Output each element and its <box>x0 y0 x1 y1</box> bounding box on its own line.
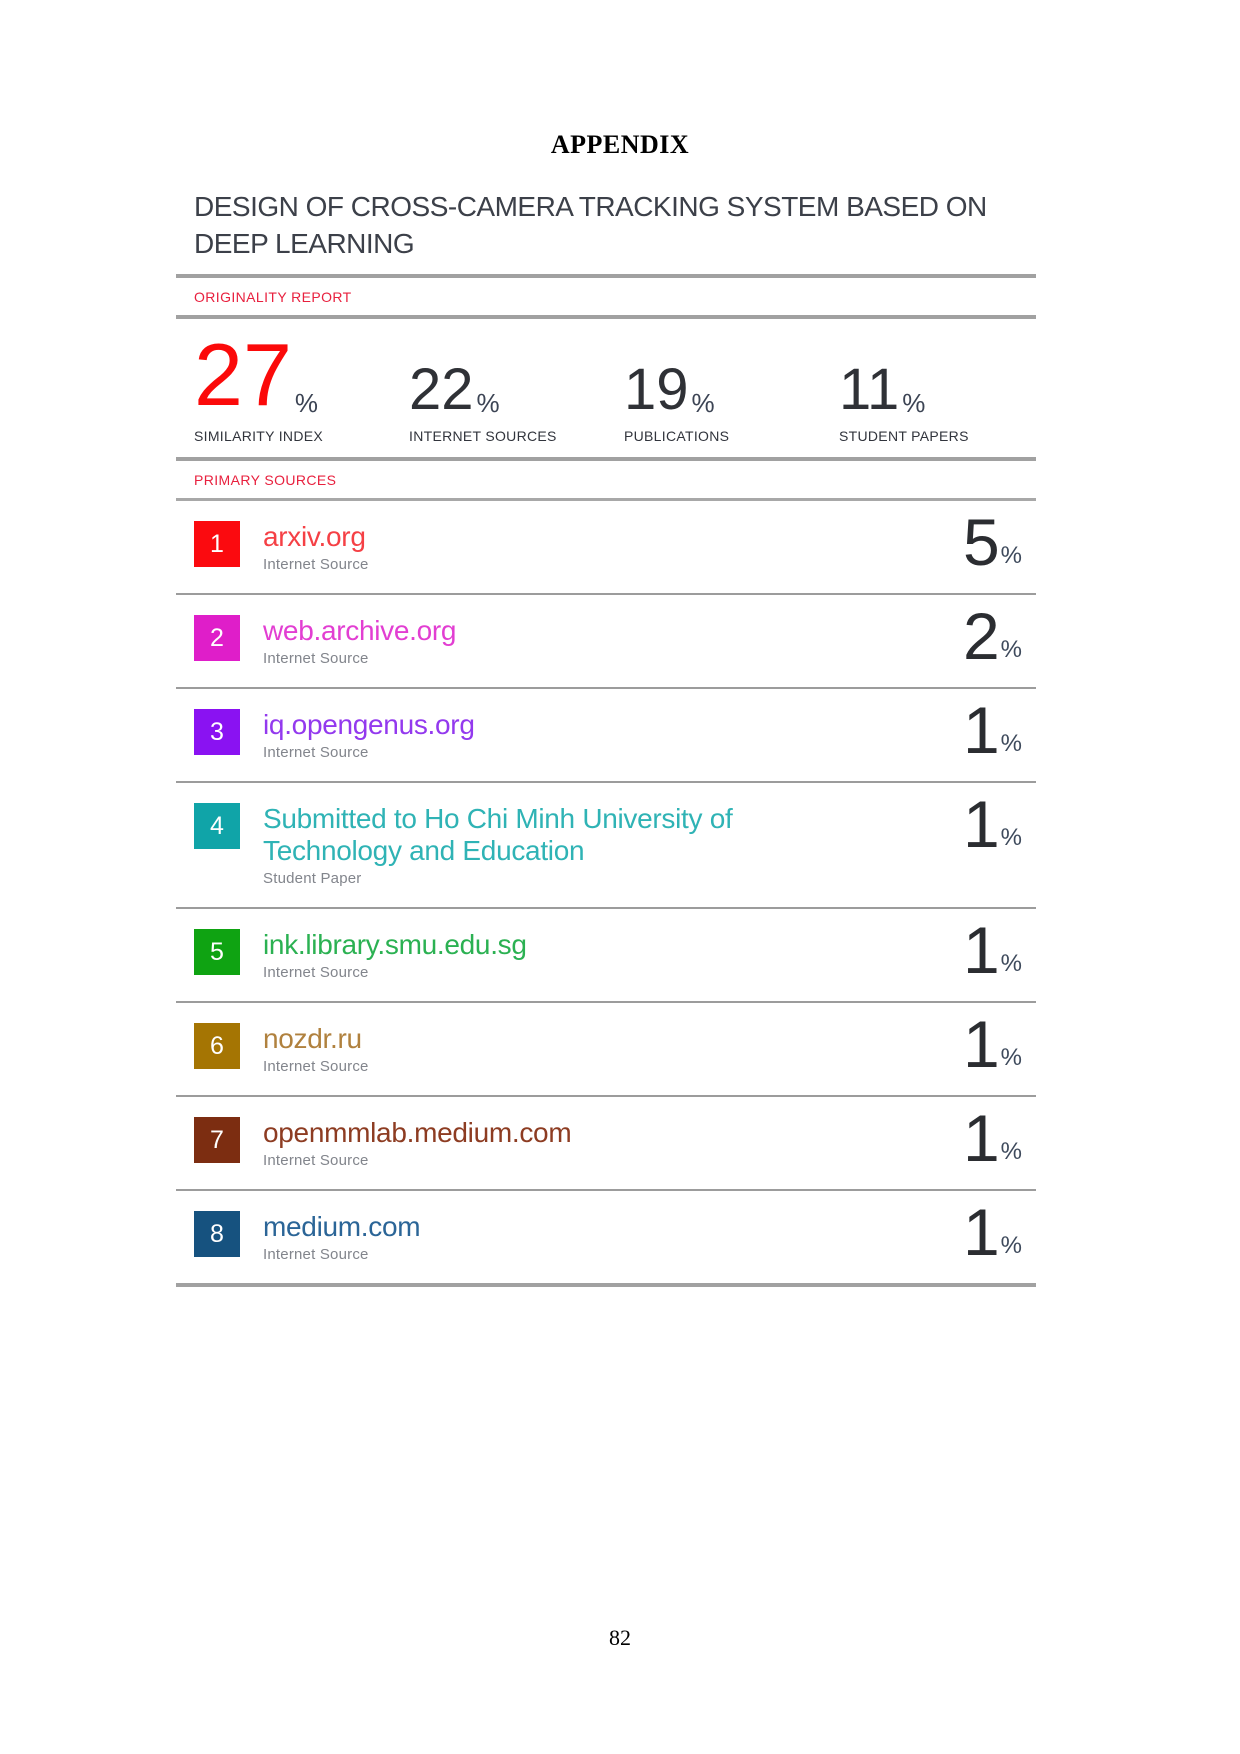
stat-value: 19 <box>624 357 689 422</box>
source-percent: 1 % <box>962 693 1022 767</box>
stat-percent-sign: % <box>476 388 500 418</box>
source-percent-value: 1 <box>962 787 1000 861</box>
originality-report: DESIGN OF CROSS-CAMERA TRACKING SYSTEM B… <box>176 188 1036 1287</box>
source-percent-value: 1 <box>962 693 1000 767</box>
source-percent-sign: % <box>1000 1138 1022 1165</box>
stat-value-row: 27 % <box>194 331 391 419</box>
source-number-badge: 8 <box>194 1211 240 1257</box>
source-row: 4 Submitted to Ho Chi Minh University of… <box>176 783 1036 909</box>
source-type-label: Internet Source <box>263 1246 369 1263</box>
source-name: web.archive.org <box>263 615 457 646</box>
source-percent-sign: % <box>1000 1232 1022 1259</box>
source-name: Submitted to Ho Chi Minh University of T… <box>263 803 733 866</box>
report-document-title: DESIGN OF CROSS-CAMERA TRACKING SYSTEM B… <box>194 191 987 259</box>
stat-value: 11 <box>839 357 900 422</box>
source-number-badge: 6 <box>194 1023 240 1069</box>
source-info: nozdr.ru Internet Source <box>263 1023 1036 1076</box>
stat-value-row: 11 % <box>839 335 1036 419</box>
stat-label: STUDENT PAPERS <box>839 428 969 444</box>
source-info: openmmlab.medium.com Internet Source <box>263 1117 1036 1170</box>
source-number-badge: 7 <box>194 1117 240 1163</box>
source-percent: 1 % <box>962 1101 1022 1175</box>
source-row: 3 iq.opengenus.org Internet Source 1 % <box>176 689 1036 783</box>
source-type-label: Internet Source <box>263 556 369 573</box>
source-percent-value: 1 <box>962 913 1000 987</box>
source-info: Submitted to Ho Chi Minh University of T… <box>263 803 1036 888</box>
stat-value-row: 22 % <box>409 335 606 419</box>
stats-row: 27 % SIMILARITY INDEX 22 % INTERNET SOUR… <box>176 319 1036 457</box>
source-number-badge: 2 <box>194 615 240 661</box>
section-label-primary-sources: PRIMARY SOURCES <box>194 472 337 488</box>
source-info: arxiv.org Internet Source <box>263 521 1036 574</box>
source-type-label: Internet Source <box>263 1152 369 1169</box>
appendix-heading: APPENDIX <box>550 130 690 159</box>
source-number-badge: 5 <box>194 929 240 975</box>
source-name: nozdr.ru <box>263 1023 362 1054</box>
source-row: 1 arxiv.org Internet Source 5 % <box>176 501 1036 595</box>
section-divider <box>176 274 1036 278</box>
source-info: web.archive.org Internet Source <box>263 615 1036 668</box>
sources-list: 1 arxiv.org Internet Source 5 % 2 web.ar… <box>176 501 1036 1283</box>
source-type-label: Internet Source <box>263 744 369 761</box>
source-number-badge: 4 <box>194 803 240 849</box>
source-name: medium.com <box>263 1211 421 1242</box>
source-percent-sign: % <box>1000 730 1022 757</box>
stat-percent-sign: % <box>691 388 715 418</box>
stat-percent-sign: % <box>902 388 926 418</box>
source-info: medium.com Internet Source <box>263 1211 1036 1264</box>
stat-label: INTERNET SOURCES <box>409 428 557 444</box>
source-percent: 1 % <box>962 787 1022 861</box>
source-percent-sign: % <box>1000 824 1022 851</box>
stat-column: 22 % INTERNET SOURCES <box>391 335 606 445</box>
source-percent-value: 1 <box>962 1007 1000 1081</box>
source-percent-value: 1 <box>962 1101 1000 1175</box>
source-name: iq.opengenus.org <box>263 709 475 740</box>
source-percent: 1 % <box>962 913 1022 987</box>
source-row: 8 medium.com Internet Source 1 % <box>176 1191 1036 1283</box>
source-type-label: Internet Source <box>263 1058 369 1075</box>
source-name: openmmlab.medium.com <box>263 1117 572 1148</box>
section-divider <box>176 457 1036 461</box>
stat-label: PUBLICATIONS <box>624 428 730 444</box>
section-divider <box>176 498 1036 501</box>
source-percent-value: 5 <box>962 505 1000 579</box>
source-type-label: Student Paper <box>263 870 362 887</box>
source-percent-sign: % <box>1000 542 1022 569</box>
section-divider <box>176 315 1036 319</box>
source-row: 5 ink.library.smu.edu.sg Internet Source… <box>176 909 1036 1003</box>
source-info: ink.library.smu.edu.sg Internet Source <box>263 929 1036 982</box>
source-name: arxiv.org <box>263 521 366 552</box>
section-divider-bottom <box>176 1283 1036 1287</box>
source-type-label: Internet Source <box>263 650 369 667</box>
source-info: iq.opengenus.org Internet Source <box>263 709 1036 762</box>
source-percent-value: 1 <box>962 1195 1000 1269</box>
source-row: 7 openmmlab.medium.com Internet Source 1… <box>176 1097 1036 1191</box>
stat-column: 11 % STUDENT PAPERS <box>821 335 1036 445</box>
source-row: 2 web.archive.org Internet Source 2 % <box>176 595 1036 689</box>
source-type-label: Internet Source <box>263 964 369 981</box>
source-row: 6 nozdr.ru Internet Source 1 % <box>176 1003 1036 1097</box>
source-number-badge: 3 <box>194 709 240 755</box>
stat-value-row: 19 % <box>624 335 821 419</box>
source-number-badge: 1 <box>194 521 240 567</box>
source-name: ink.library.smu.edu.sg <box>263 929 527 960</box>
stat-value: 27 <box>194 325 292 424</box>
stat-label: SIMILARITY INDEX <box>194 428 324 444</box>
source-percent-sign: % <box>1000 1044 1022 1071</box>
source-percent: 1 % <box>962 1007 1022 1081</box>
source-percent: 5 % <box>962 505 1022 579</box>
source-percent: 1 % <box>962 1195 1022 1269</box>
page-number: 82 <box>609 1625 631 1650</box>
stat-column: 19 % PUBLICATIONS <box>606 335 821 445</box>
stat-column: 27 % SIMILARITY INDEX <box>176 331 391 445</box>
source-percent: 2 % <box>962 599 1022 673</box>
source-percent-value: 2 <box>962 599 1000 673</box>
stat-value: 22 <box>409 357 474 422</box>
source-percent-sign: % <box>1000 636 1022 663</box>
source-percent-sign: % <box>1000 950 1022 977</box>
section-label-originality-report: ORIGINALITY REPORT <box>194 289 352 305</box>
stat-percent-sign: % <box>294 388 319 418</box>
